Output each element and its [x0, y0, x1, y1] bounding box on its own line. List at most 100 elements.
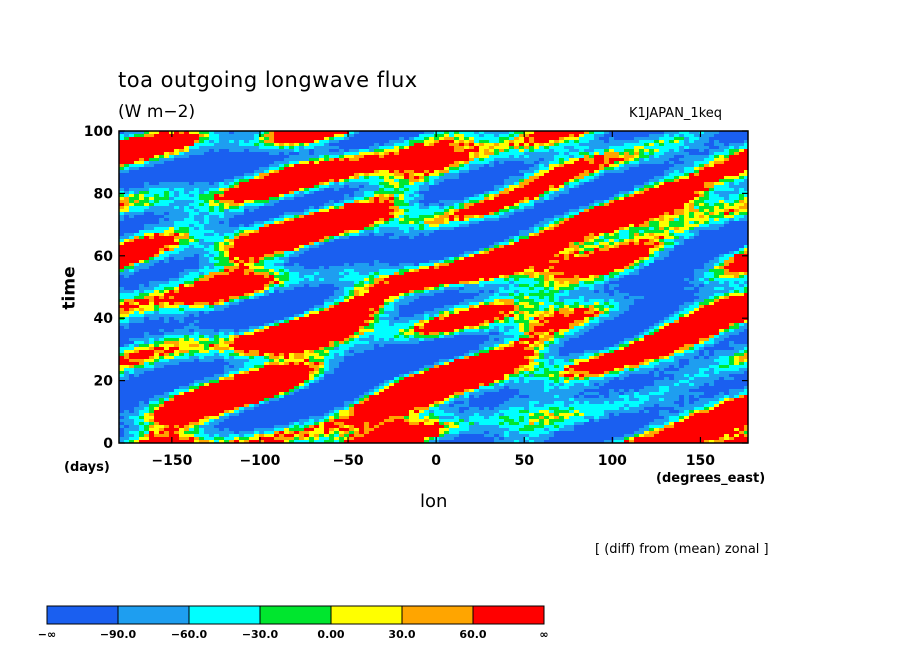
heatmap-cell — [174, 242, 180, 246]
heatmap-cell — [369, 155, 375, 159]
heatmap-cell — [629, 155, 635, 159]
heatmap-cell — [644, 131, 650, 135]
heatmap-cell — [399, 176, 405, 180]
heatmap-cell — [734, 209, 740, 213]
heatmap-cell — [719, 158, 725, 162]
heatmap-cell — [144, 170, 150, 174]
heatmap-cell — [734, 140, 740, 144]
heatmap-cell — [399, 164, 405, 168]
heatmap-cell — [174, 233, 180, 237]
heatmap-cell — [544, 158, 550, 162]
heatmap-cell — [344, 176, 350, 180]
heatmap-cell — [309, 209, 315, 213]
heatmap-cell — [344, 134, 350, 138]
heatmap-cell — [734, 233, 740, 237]
heatmap-cell — [624, 242, 630, 246]
heatmap-cell — [604, 209, 610, 213]
heatmap-cell — [409, 140, 415, 144]
heatmap-cell — [424, 203, 430, 207]
heatmap-cell — [744, 215, 748, 219]
heatmap-cell — [474, 203, 480, 207]
heatmap-cell — [644, 212, 650, 216]
heatmap-cell — [229, 194, 235, 198]
heatmap-cell — [134, 131, 140, 135]
heatmap-cell — [499, 131, 505, 135]
heatmap-cell — [199, 155, 205, 159]
heatmap-cell — [464, 182, 470, 186]
heatmap-cell — [179, 188, 185, 192]
heatmap-cell — [354, 221, 360, 225]
heatmap-cell — [534, 164, 540, 168]
heatmap-cell — [724, 215, 730, 219]
heatmap-cell — [124, 137, 130, 141]
heatmap-cell — [119, 230, 125, 234]
heatmap-cell — [154, 176, 160, 180]
heatmap-cell — [529, 143, 535, 147]
heatmap-cell — [389, 134, 395, 138]
heatmap-cell — [389, 140, 395, 144]
heatmap-cell — [414, 200, 420, 204]
heatmap-cell — [524, 245, 530, 249]
heatmap-cell — [369, 158, 375, 162]
heatmap-cell — [399, 242, 405, 246]
heatmap-cell — [379, 197, 385, 201]
heatmap-cell — [729, 167, 735, 171]
heatmap-cell — [244, 215, 250, 219]
heatmap-cell — [349, 146, 355, 150]
heatmap-cell — [474, 248, 480, 252]
heatmap-cell — [264, 155, 270, 159]
heatmap-cell — [119, 146, 125, 150]
heatmap-cell — [589, 227, 595, 231]
heatmap-cell — [609, 158, 615, 162]
heatmap-cell — [189, 161, 195, 165]
heatmap-cell — [164, 167, 170, 171]
heatmap-cell — [634, 161, 640, 165]
heatmap-cell — [644, 239, 650, 243]
heatmap-cell — [434, 182, 440, 186]
heatmap-cell — [299, 230, 305, 234]
heatmap-cell — [599, 245, 605, 249]
heatmap-cell — [294, 131, 300, 135]
heatmap-cell — [609, 194, 615, 198]
heatmap-cell — [264, 191, 270, 195]
heatmap-cell — [179, 131, 185, 135]
heatmap-cell — [719, 161, 725, 165]
heatmap-cell — [714, 212, 720, 216]
heatmap-cell — [289, 134, 295, 138]
heatmap-cell — [724, 185, 730, 189]
heatmap-cell — [689, 239, 695, 243]
heatmap-cell — [704, 182, 710, 186]
heatmap-cell — [639, 194, 645, 198]
heatmap-cell — [414, 179, 420, 183]
heatmap-cell — [409, 209, 415, 213]
heatmap-cell — [549, 215, 555, 219]
heatmap-cell — [229, 206, 235, 210]
heatmap-cell — [424, 185, 430, 189]
heatmap-cell — [654, 164, 660, 168]
heatmap-cell — [164, 146, 170, 150]
heatmap-cell — [479, 206, 485, 210]
heatmap-cell — [604, 134, 610, 138]
heatmap-cell — [574, 197, 580, 201]
heatmap-cell — [604, 245, 610, 249]
heatmap-cell — [184, 176, 190, 180]
heatmap-cell — [354, 170, 360, 174]
heatmap-cell — [194, 134, 200, 138]
heatmap-cell — [394, 242, 400, 246]
heatmap-cell — [534, 185, 540, 189]
heatmap-cell — [139, 191, 145, 195]
heatmap-cell — [199, 197, 205, 201]
heatmap-cell — [459, 227, 465, 231]
heatmap-cell — [384, 170, 390, 174]
heatmap-cell — [509, 140, 515, 144]
heatmap-cell — [624, 143, 630, 147]
heatmap-cell — [709, 230, 715, 234]
heatmap-cell — [374, 188, 380, 192]
heatmap-cell — [229, 203, 235, 207]
heatmap-cell — [269, 167, 275, 171]
heatmap-cell — [299, 134, 305, 138]
heatmap-cell — [309, 218, 315, 222]
heatmap-cell — [679, 245, 685, 249]
heatmap-cell — [504, 215, 510, 219]
heatmap-cell — [284, 194, 290, 198]
